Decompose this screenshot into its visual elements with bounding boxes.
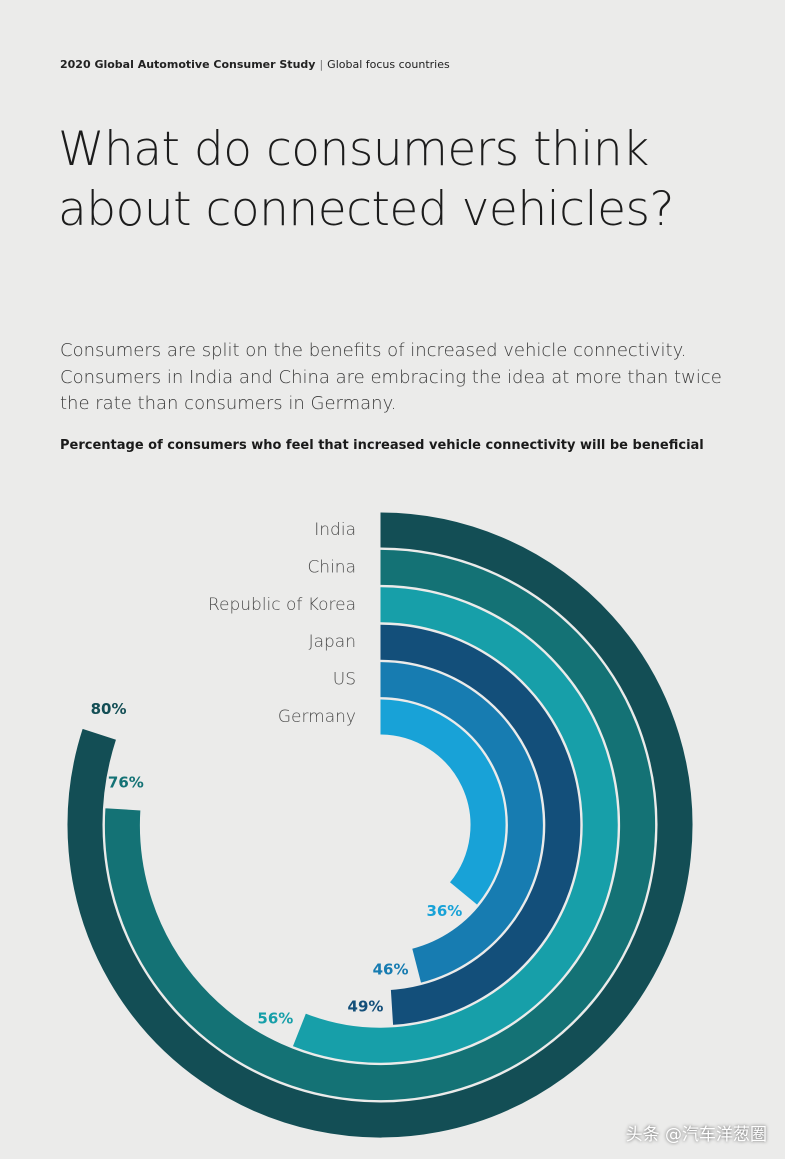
study-name: 2020 Global Automotive Consumer Study — [60, 58, 316, 71]
scope: Global focus countries — [327, 58, 450, 71]
value-label: 36% — [426, 902, 462, 920]
separator: | — [319, 58, 324, 71]
intro-line: Consumers in India and China are embraci… — [60, 367, 722, 388]
category-label: China — [307, 557, 356, 577]
category-label: Republic of Korea — [208, 595, 356, 615]
intro-line: the rate than consumers in Germany. — [60, 393, 397, 414]
radial-bar — [379, 698, 507, 907]
value-label: 80% — [91, 700, 127, 718]
radial-bar — [291, 586, 619, 1064]
radial-bar — [379, 661, 544, 984]
value-label: 56% — [257, 1009, 293, 1027]
intro-line: Consumers are split on the benefits of i… — [60, 340, 687, 361]
value-label: 76% — [108, 774, 144, 792]
category-label: Germany — [278, 707, 356, 727]
title-line: What do consumers think — [58, 122, 649, 177]
category-label: Japan — [309, 632, 356, 652]
chart-title: Percentage of consumers who feel that in… — [60, 438, 704, 453]
category-label: India — [314, 520, 356, 540]
watermark: 头条 @汽车洋葱圈 — [625, 1125, 767, 1145]
radial-bar — [103, 548, 657, 1102]
radial-bar — [66, 511, 694, 1139]
radial-bar — [379, 623, 582, 1026]
title-line: about connected vehicles? — [58, 182, 674, 237]
value-label: 49% — [348, 998, 384, 1016]
header: 2020 Global Automotive Consumer Study | Gl… — [60, 58, 450, 71]
value-label: 46% — [373, 961, 409, 979]
category-label: US — [333, 670, 356, 690]
